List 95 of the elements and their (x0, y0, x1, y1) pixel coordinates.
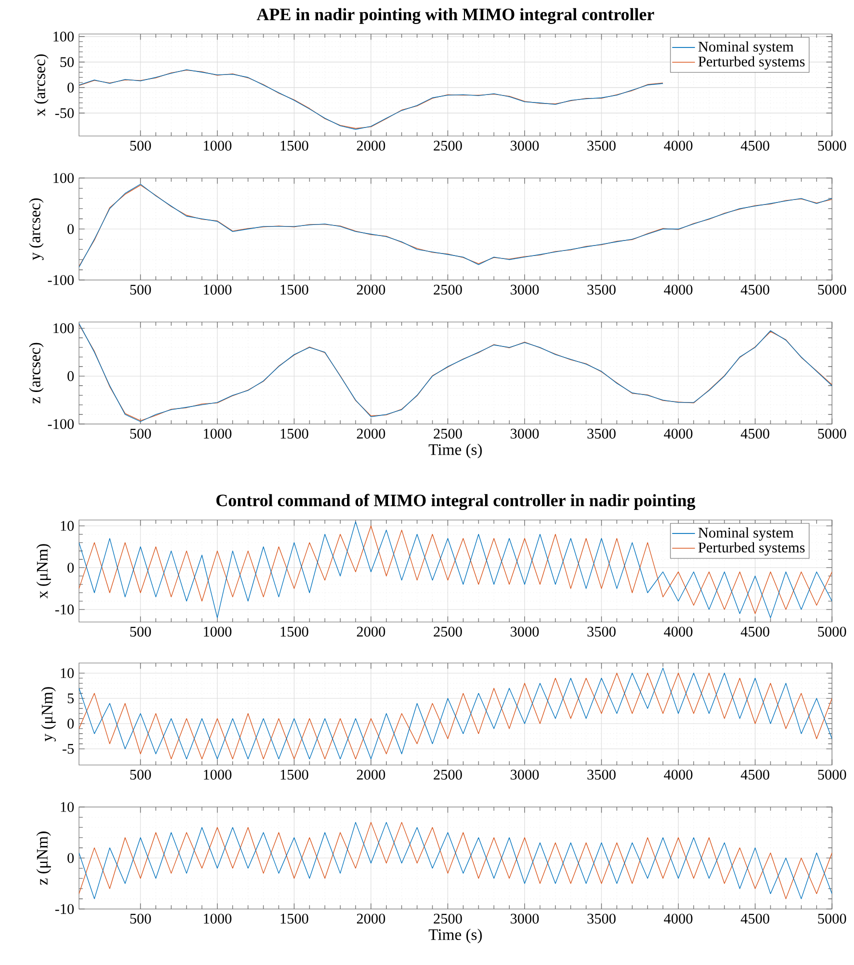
x-tick-label: 2500 (434, 140, 462, 151)
x-tick-label: 3500 (588, 914, 616, 924)
x-tick-label: 1000 (204, 284, 232, 295)
y-tick-label: -100 (48, 419, 74, 429)
y-axis-title: y (arcsec) (29, 198, 44, 260)
x-tick-label: 3000 (510, 626, 539, 637)
x-tick-label: 500 (130, 914, 151, 924)
y-tick-label: -10 (55, 604, 74, 614)
x-tick-label: 1000 (204, 140, 232, 151)
x-tick-label: 4000 (664, 284, 692, 295)
x-tick-label: 5000 (818, 914, 846, 924)
x-tick-label: 4500 (740, 140, 770, 151)
x-tick-label: 4000 (664, 626, 692, 637)
x-tick-label: 1500 (280, 284, 308, 295)
x-tick-label: 500 (130, 770, 151, 780)
x-tick-label: 1500 (280, 770, 308, 780)
x-tick-label: 1500 (280, 914, 308, 924)
x-tick-label: 4500 (740, 428, 770, 439)
x-tick-label: 5000 (818, 284, 846, 295)
legend-label: Perturbed systems (698, 56, 805, 70)
x-tick-label: 3500 (588, 140, 616, 151)
x-tick-label: 4500 (740, 914, 770, 924)
x-tick-label: 3500 (588, 770, 616, 780)
x-tick-label: 2500 (434, 284, 462, 295)
y-axis-title: z (μNm) (36, 832, 51, 885)
y-axis-title: y (μNm) (41, 687, 56, 742)
x-tick-label: 2500 (434, 428, 462, 439)
x-axis-title: Time (s) (428, 444, 482, 458)
x-tick-label: 4000 (664, 914, 692, 924)
y-tick-label: -50 (55, 108, 74, 118)
x-tick-label: 4000 (664, 428, 692, 439)
x-tick-label: 2500 (434, 914, 462, 924)
y-tick-label: -5 (62, 744, 74, 754)
legend-label: Perturbed systems (698, 542, 805, 556)
x-tick-label: 5000 (818, 770, 846, 780)
legend-label: Nominal system (698, 527, 794, 541)
x-tick-label: 3000 (510, 770, 539, 780)
y-tick-label: 100 (54, 173, 74, 183)
x-tick-label: 4500 (740, 626, 770, 637)
x-tick-label: 500 (130, 284, 151, 295)
x-tick-label: 2000 (356, 914, 386, 924)
legend-label: Nominal system (698, 41, 794, 55)
y-tick-label: 5 (68, 693, 74, 704)
chart-title: APE in nadir pointing with MIMO integral controller (256, 8, 654, 24)
y-tick-label: 0 (68, 853, 74, 863)
x-tick-label: 5000 (818, 140, 846, 151)
y-tick-label: 10 (60, 520, 74, 531)
y-tick-label: 10 (60, 668, 74, 678)
x-tick-label: 4500 (740, 770, 770, 780)
y-tick-label: -10 (55, 904, 74, 914)
chart-title: Control command of MIMO integral controller in nadir pointing (216, 494, 696, 510)
y-tick-label: -100 (48, 275, 74, 285)
x-tick-label: 1000 (204, 914, 232, 924)
x-axis-title: Time (s) (428, 928, 482, 944)
y-axis-title: z (arcsec) (29, 342, 44, 404)
x-tick-label: 2500 (434, 770, 462, 780)
x-tick-label: 500 (130, 428, 151, 439)
x-tick-label: 2000 (356, 284, 386, 295)
x-tick-label: 500 (130, 626, 151, 637)
y-tick-label: 100 (54, 323, 74, 334)
x-tick-label: 3000 (510, 914, 539, 924)
y-tick-label: 0 (68, 82, 74, 93)
x-tick-label: 500 (130, 140, 151, 151)
x-tick-label: 4000 (664, 140, 692, 151)
y-tick-label: 0 (68, 224, 74, 234)
y-tick-label: 100 (54, 32, 74, 42)
x-tick-label: 1500 (280, 140, 308, 151)
x-tick-label: 3500 (588, 284, 616, 295)
x-tick-label: 2500 (434, 626, 462, 637)
x-tick-label: 5000 (818, 428, 846, 439)
x-tick-label: 3000 (510, 428, 539, 439)
x-tick-label: 1000 (204, 626, 232, 637)
x-tick-label: 1000 (204, 770, 232, 780)
x-tick-label: 3500 (588, 428, 616, 439)
x-tick-label: 2000 (356, 428, 386, 439)
x-tick-label: 2000 (356, 626, 386, 637)
y-tick-label: 0 (68, 718, 74, 729)
x-tick-label: 3000 (510, 140, 539, 151)
y-tick-label: 10 (60, 802, 74, 812)
y-tick-label: 0 (68, 371, 74, 382)
x-tick-label: 1500 (280, 626, 308, 637)
x-tick-label: 3000 (510, 284, 539, 295)
line-series (78, 822, 832, 900)
x-tick-label: 1500 (280, 428, 308, 439)
y-axis-title: x (μNm) (36, 544, 51, 598)
x-tick-label: 4000 (664, 770, 692, 780)
x-tick-label: 5000 (818, 626, 846, 637)
y-tick-label: 50 (60, 57, 74, 68)
x-tick-label: 2000 (356, 770, 386, 780)
x-tick-label: 1000 (204, 428, 232, 439)
x-tick-label: 2000 (356, 140, 386, 151)
y-axis-title: x (arcsec) (34, 54, 48, 116)
x-tick-label: 4500 (740, 284, 770, 295)
x-tick-label: 3500 (588, 626, 616, 637)
y-tick-label: 0 (68, 562, 74, 573)
